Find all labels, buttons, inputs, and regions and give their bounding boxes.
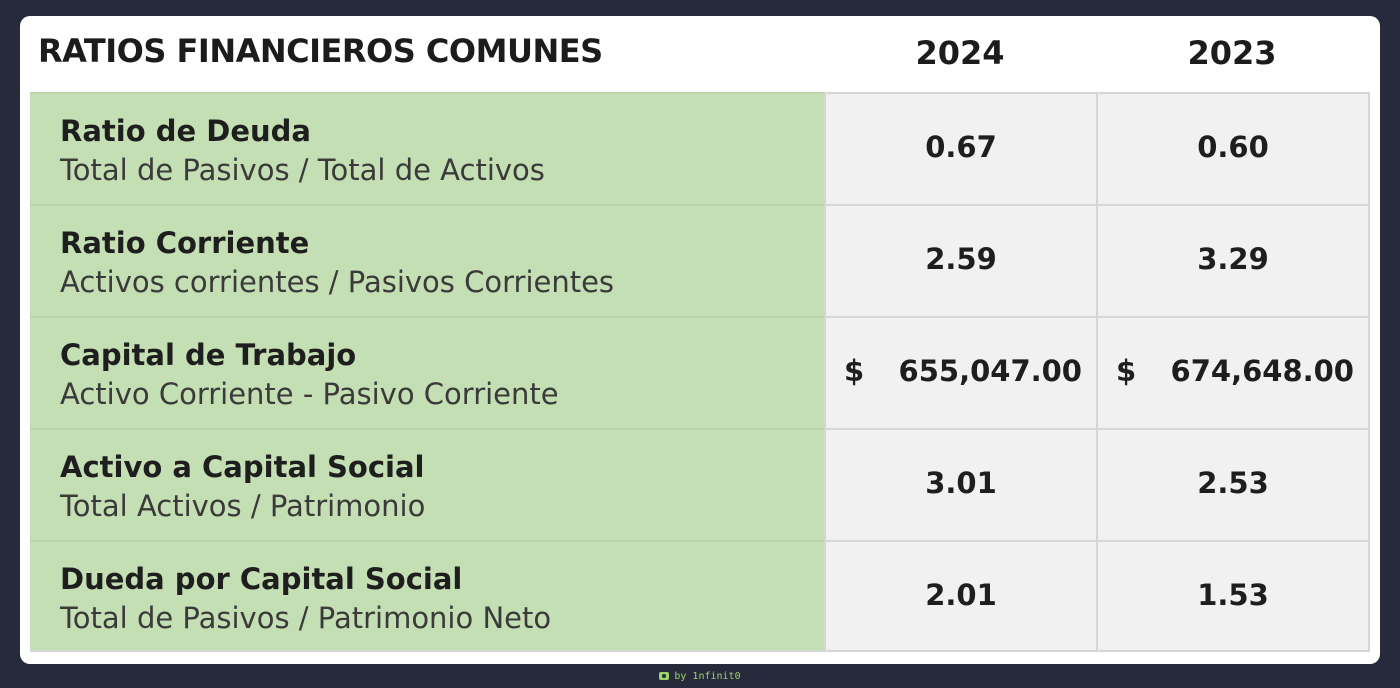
value-cell-2023: $ 674,648.00 bbox=[1096, 316, 1370, 428]
ratio-value: 3.01 bbox=[925, 466, 997, 500]
value-cell-2024: 0.67 bbox=[824, 92, 1096, 204]
ratio-formula: Activo Corriente - Pasivo Corriente bbox=[60, 377, 559, 411]
ratio-label-cell: Activo a Capital Social Total Activos / … bbox=[30, 428, 824, 540]
ratio-value: 0.67 bbox=[925, 130, 997, 164]
value-cell-2024: $ 655,047.00 bbox=[824, 316, 1096, 428]
currency-amount: 674,648.00 bbox=[1170, 354, 1354, 388]
value-cell-2023: 0.60 bbox=[1096, 92, 1370, 204]
value-cell-2024: 2.59 bbox=[824, 204, 1096, 316]
value-cell-2023: 3.29 bbox=[1096, 204, 1370, 316]
page-title: RATIOS FINANCIEROS COMUNES bbox=[38, 32, 603, 70]
ratio-value: 1.53 bbox=[1197, 578, 1269, 612]
ratios-card: RATIOS FINANCIEROS COMUNES 2024 2023 Rat… bbox=[20, 16, 1380, 664]
ratio-value: 2.53 bbox=[1197, 466, 1269, 500]
table-row: Capital de Trabajo Activo Corriente - Pa… bbox=[30, 316, 1370, 428]
ratio-label-cell: Dueda por Capital Social Total de Pasivo… bbox=[30, 540, 824, 652]
ratio-name: Ratio de Deuda bbox=[60, 114, 311, 148]
ratio-formula: Total de Pasivos / Total de Activos bbox=[60, 153, 545, 187]
ratio-name: Activo a Capital Social bbox=[60, 450, 425, 484]
table-row: Ratio Corriente Activos corrientes / Pas… bbox=[30, 204, 1370, 316]
ratio-value: 2.59 bbox=[925, 242, 997, 276]
currency-amount: 655,047.00 bbox=[898, 354, 1082, 388]
footer-text: by 1nfinit0 bbox=[674, 671, 741, 682]
value-cell-2023: 2.53 bbox=[1096, 428, 1370, 540]
ratio-label-cell: Ratio de Deuda Total de Pasivos / Total … bbox=[30, 92, 824, 204]
column-header-2024: 2024 bbox=[915, 34, 1005, 72]
ratio-name: Dueda por Capital Social bbox=[60, 562, 463, 596]
ratio-value: 2.01 bbox=[925, 578, 997, 612]
ratio-name: Ratio Corriente bbox=[60, 226, 310, 260]
ratio-formula: Total Activos / Patrimonio bbox=[60, 489, 426, 523]
ratio-value: 3.29 bbox=[1197, 242, 1269, 276]
value-cell-2024: 2.01 bbox=[824, 540, 1096, 652]
table-header: RATIOS FINANCIEROS COMUNES 2024 2023 bbox=[20, 16, 1380, 90]
footer-credit: by 1nfinit0 bbox=[0, 671, 1400, 682]
table-row: Dueda por Capital Social Total de Pasivo… bbox=[30, 540, 1370, 652]
ratio-name: Capital de Trabajo bbox=[60, 338, 357, 372]
currency-symbol: $ bbox=[1116, 354, 1137, 388]
ratio-value: 0.60 bbox=[1197, 130, 1269, 164]
currency-symbol: $ bbox=[844, 354, 865, 388]
value-cell-2024: 3.01 bbox=[824, 428, 1096, 540]
ratio-label-cell: Capital de Trabajo Activo Corriente - Pa… bbox=[30, 316, 824, 428]
column-header-2023: 2023 bbox=[1187, 34, 1277, 72]
ratio-formula: Activos corrientes / Pasivos Corrientes bbox=[60, 265, 615, 299]
table-row: Activo a Capital Social Total Activos / … bbox=[30, 428, 1370, 540]
ratio-label-cell: Ratio Corriente Activos corrientes / Pas… bbox=[30, 204, 824, 316]
value-cell-2023: 1.53 bbox=[1096, 540, 1370, 652]
ratio-formula: Total de Pasivos / Patrimonio Neto bbox=[60, 601, 552, 635]
table-bottom-border bbox=[30, 650, 1368, 652]
ratios-table: Ratio de Deuda Total de Pasivos / Total … bbox=[30, 92, 1370, 652]
table-row: Ratio de Deuda Total de Pasivos / Total … bbox=[30, 92, 1370, 204]
camera-icon bbox=[659, 672, 670, 680]
